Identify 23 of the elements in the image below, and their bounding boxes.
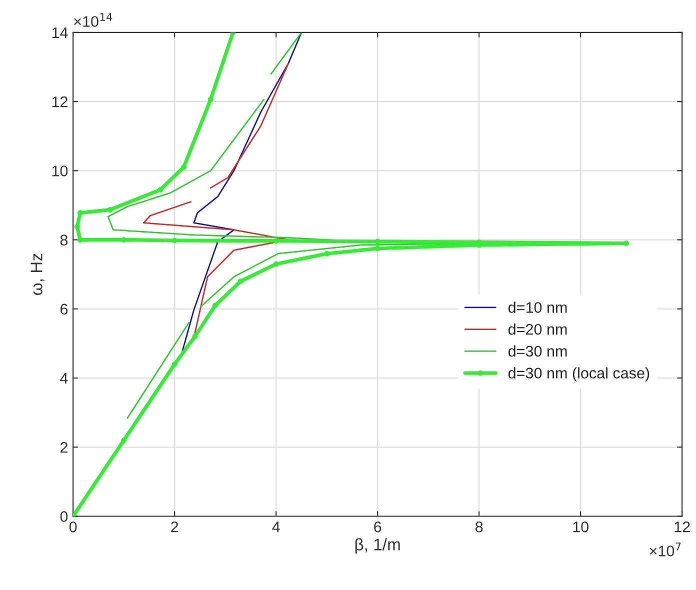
y-axis-title: ω, Hz: [30, 254, 44, 295]
legend-label: d=30 nm (local case): [508, 367, 650, 382]
legend-label: d=30 nm: [508, 345, 567, 357]
y-tick-label: 14: [52, 27, 68, 38]
y-tick-label: 0: [60, 511, 68, 522]
legend-label: d=10 nm: [508, 302, 567, 313]
text: ×10$^{14}$: [74, 13, 112, 27]
x-tick-label: 12: [674, 522, 690, 532]
x-tick-label: 8: [475, 522, 483, 532]
x-tick-label: 4: [272, 522, 280, 532]
x-tick-label: 0: [69, 522, 77, 532]
y-tick-label: 4: [60, 373, 68, 384]
y-tick-label: 12: [52, 96, 68, 108]
x-tick-label: 6: [374, 522, 382, 532]
x-tick-label: 2: [171, 522, 178, 532]
y-tick-label: 6: [60, 304, 68, 315]
y-tick-label: 2: [60, 442, 68, 453]
y-tick-label: 8: [60, 234, 68, 246]
x-tick-label: 10: [573, 522, 588, 532]
x-axis-title: β, 1/m: [355, 538, 400, 554]
legend-label: d=20 nm: [508, 324, 567, 335]
y-tick-label: 10: [52, 166, 68, 176]
text: ×10$^{7}$: [650, 542, 681, 556]
